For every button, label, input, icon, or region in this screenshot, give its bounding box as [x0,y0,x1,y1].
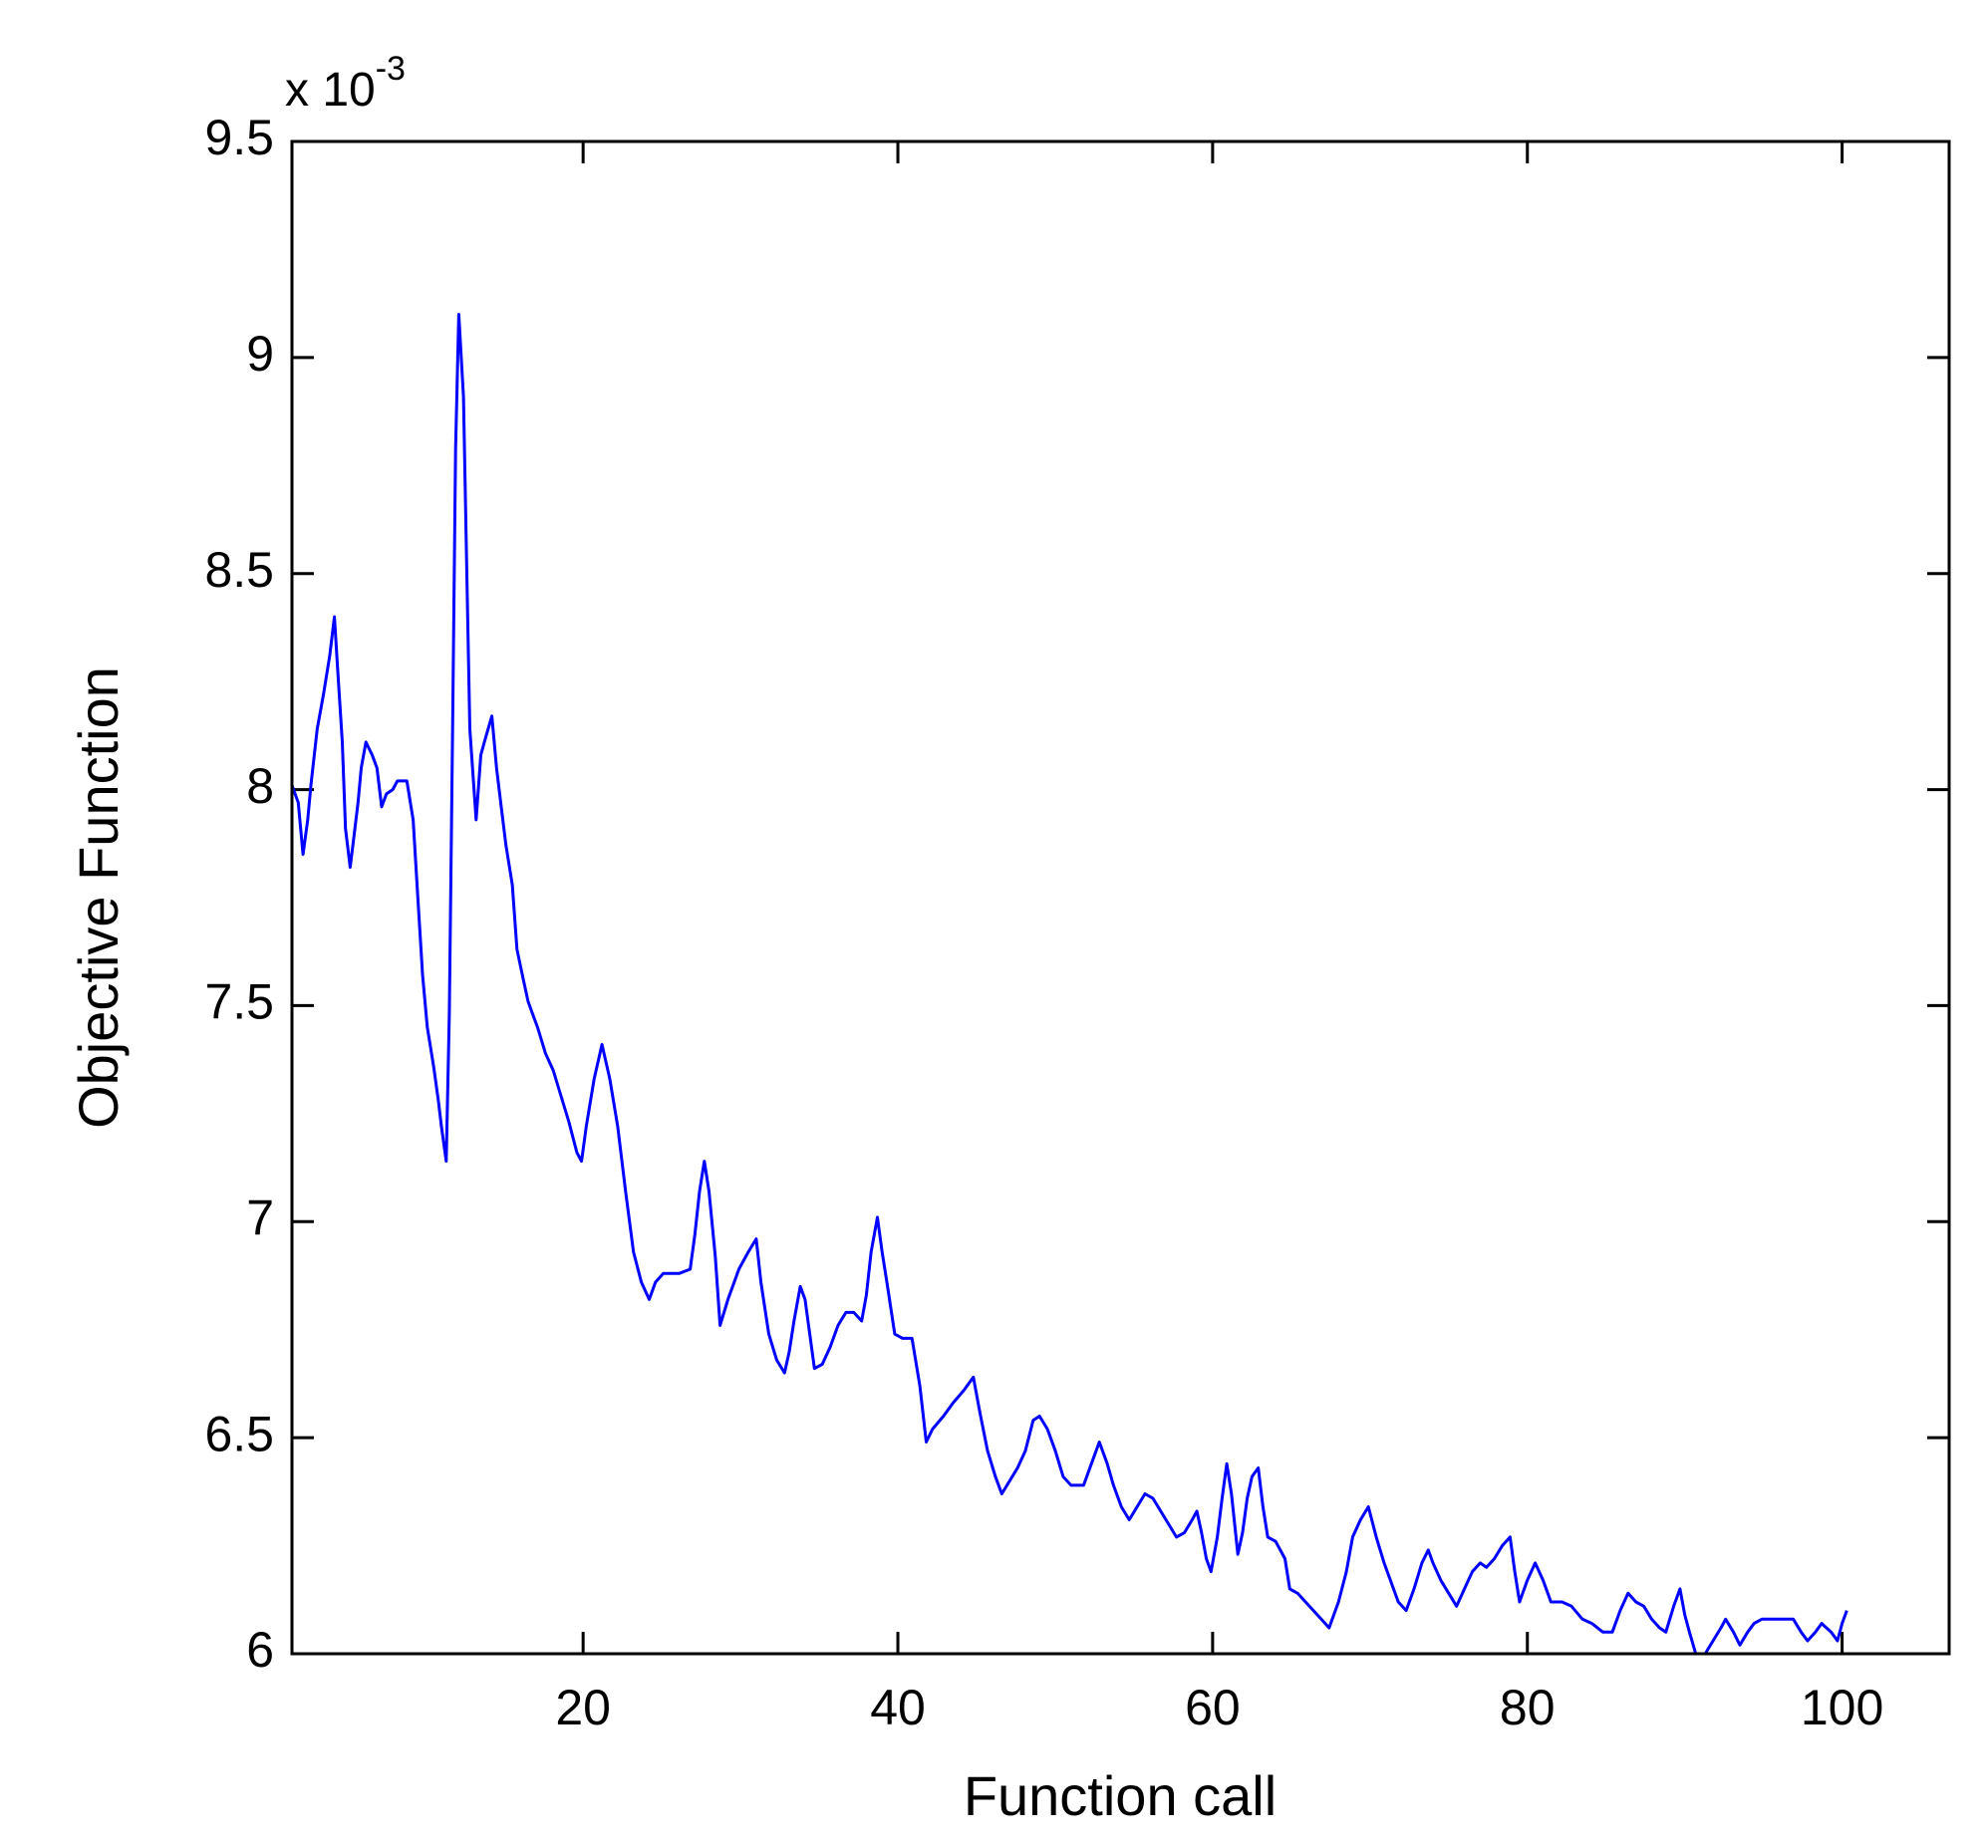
y-tick-label: 6.5 [204,1406,274,1461]
y-tick-label: 7 [246,1189,274,1245]
x-axis-label: Function call [964,1764,1277,1827]
y-exponent-base: x 10 [285,64,376,117]
y-exponent: x 10-3 [285,50,406,117]
y-tick-label: 6 [246,1622,274,1678]
x-tick-label: 40 [870,1680,926,1735]
y-tick-label: 7.5 [204,974,274,1030]
plot-frame [290,139,1951,1656]
y-tick-label: 9.5 [204,110,274,165]
x-tick-label: 80 [1500,1680,1556,1735]
y-exponent-power: -3 [376,50,406,88]
x-tick-label: 100 [1801,1680,1883,1735]
x-tick-label: 60 [1185,1680,1241,1735]
y-tick-label: 8.5 [204,542,274,598]
y-tick-label: 8 [246,758,274,814]
y-tick-label: 9 [246,326,274,382]
data-line [290,313,1848,1656]
x-tick-label: 20 [555,1680,611,1735]
y-axis-label: Objective Function [67,666,130,1129]
